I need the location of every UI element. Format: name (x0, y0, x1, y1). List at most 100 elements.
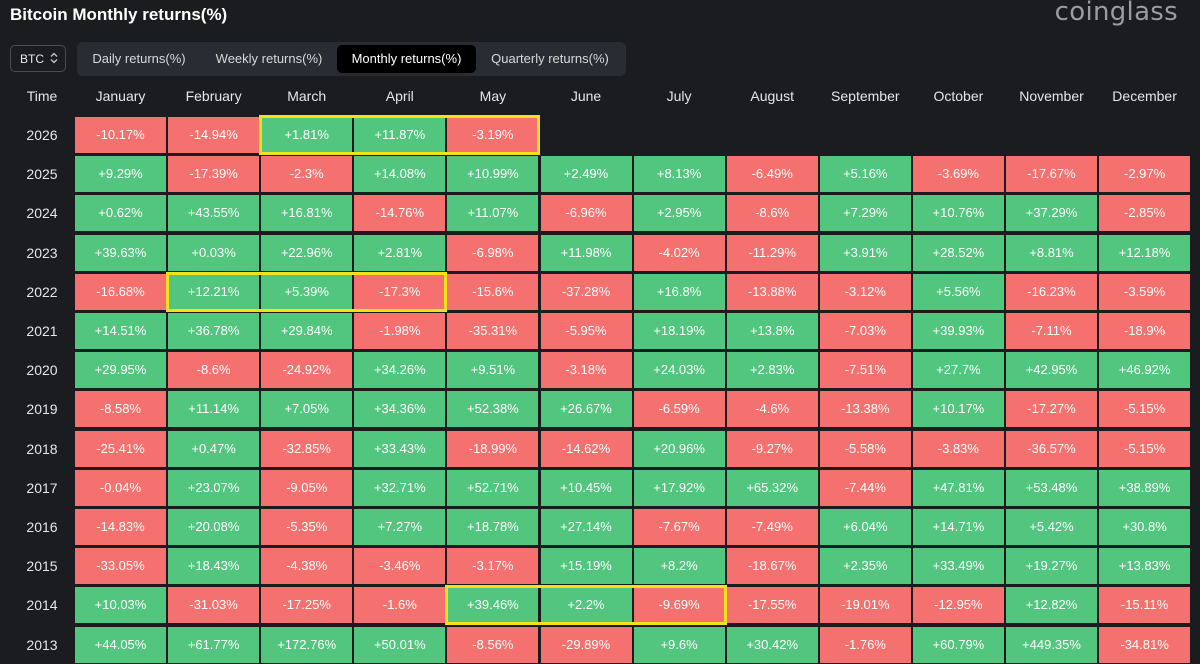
return-cell: +449.35% (1006, 626, 1097, 663)
return-cell: +6.04% (819, 509, 911, 545)
return-cell: +2.95% (633, 195, 725, 232)
return-cell: -37.28% (540, 273, 632, 310)
column-header-july: July (666, 88, 692, 104)
return-cell: -7.11% (1006, 313, 1097, 349)
return-cell: -9.05% (261, 469, 353, 506)
return-cell: +10.03% (75, 587, 166, 624)
return-cell: -2.85% (1099, 195, 1191, 232)
return-cell: +0.03% (168, 234, 260, 271)
return-cell: -3.59% (1099, 273, 1191, 310)
return-cell: -1.76% (819, 626, 911, 663)
column-header-february: February (185, 88, 242, 104)
return-cell: -9.27% (726, 430, 818, 467)
column-header-june: June (570, 88, 602, 104)
return-cell: +16.81% (261, 195, 353, 232)
return-cell: -34.81% (1099, 626, 1191, 663)
return-cell: -7.67% (633, 509, 725, 545)
return-cell: +5.42% (1006, 509, 1097, 545)
return-cell: +172.76% (261, 626, 353, 663)
tab-monthly-returns[interactable]: Monthly returns(%) (337, 45, 476, 73)
return-cell: +28.52% (912, 234, 1004, 271)
return-cell: +34.26% (354, 352, 446, 389)
row-year-label: 2024 (26, 205, 58, 222)
return-cell: +44.05% (75, 626, 166, 663)
page-title: Bitcoin Monthly returns(%) (10, 5, 228, 24)
return-cell: -31.03% (168, 587, 260, 624)
return-cell: -10.17% (75, 117, 166, 153)
return-cell: -13.38% (819, 391, 911, 428)
return-cell: +18.19% (633, 313, 725, 349)
return-cell: -14.76% (354, 195, 446, 232)
return-cell: +65.32% (726, 469, 818, 506)
return-cell: +14.51% (75, 313, 166, 349)
return-cell: -12.95% (912, 587, 1004, 624)
return-cell: +14.71% (912, 509, 1004, 545)
return-cell: +47.81% (912, 469, 1004, 506)
return-cell: -4.6% (726, 391, 818, 428)
row-year-label: 2020 (26, 362, 58, 379)
return-cell: +27.7% (912, 352, 1004, 389)
return-cell: +46.92% (1099, 352, 1191, 389)
return-cell: +16.8% (633, 273, 725, 310)
return-cell: -5.35% (261, 509, 353, 545)
return-cell: -24.92% (261, 352, 353, 389)
return-cell: -4.38% (261, 548, 353, 585)
return-cell: -16.23% (1006, 273, 1097, 310)
return-cell: -3.83% (912, 430, 1004, 467)
column-header-may: May (479, 88, 507, 104)
return-cell: +53.48% (1006, 469, 1097, 506)
return-cell: -15.11% (1099, 587, 1191, 624)
return-cell: +5.16% (819, 156, 911, 193)
return-cell: +17.92% (633, 469, 725, 506)
return-cell: -11.29% (726, 234, 818, 271)
row-year-label: 2026 (26, 127, 58, 143)
return-cell: +2.2% (540, 587, 632, 624)
return-cell: -8.6% (726, 195, 818, 232)
return-cell: +7.05% (261, 391, 353, 428)
return-cell: +18.78% (447, 509, 539, 545)
return-cell: +52.71% (447, 469, 539, 506)
tab-quarterly-returns[interactable]: Quarterly returns(%) (491, 51, 609, 66)
return-cell: +10.76% (912, 195, 1004, 232)
return-cell: -32.85% (261, 430, 353, 467)
return-cell: +27.14% (540, 509, 632, 545)
return-cell: +18.43% (168, 548, 260, 585)
return-cell: -6.96% (540, 195, 632, 232)
row-year-label: 2017 (26, 479, 58, 496)
return-cell: -9.69% (633, 587, 725, 624)
asset-select-value: BTC (20, 51, 44, 66)
return-cell: +37.29% (1006, 195, 1097, 232)
return-cell: -17.27% (1006, 391, 1097, 428)
return-cell: -1.98% (354, 313, 446, 349)
return-cell: -3.46% (354, 548, 446, 585)
return-cell: -33.05% (75, 548, 166, 585)
return-cell: +2.35% (819, 548, 911, 585)
return-cell: +30.42% (726, 626, 818, 663)
return-cell: -7.44% (819, 469, 911, 506)
return-cell: +8.2% (633, 548, 725, 585)
return-cell: +29.95% (75, 352, 166, 389)
return-cell: +10.17% (912, 391, 1004, 428)
chevron-updown-icon (50, 52, 58, 66)
return-cell: +61.77% (168, 626, 260, 663)
row-year-label: 2021 (26, 323, 58, 339)
return-cell: +52.38% (447, 391, 539, 428)
return-cell: -6.98% (447, 234, 539, 271)
tab-daily-returns[interactable]: Daily returns(%) (92, 51, 186, 66)
asset-select[interactable]: BTC (10, 45, 66, 72)
return-cell: -8.6% (168, 352, 260, 389)
return-cell: -1.6% (354, 587, 446, 624)
tab-weekly-returns[interactable]: Weekly returns(%) (215, 51, 323, 66)
return-cell: +2.49% (540, 156, 632, 193)
return-cell: +50.01% (354, 626, 446, 663)
return-cell: +7.29% (819, 195, 911, 232)
return-cell: -6.59% (633, 391, 725, 428)
return-cell: -3.69% (912, 156, 1004, 193)
row-year-label: 2013 (26, 636, 58, 653)
return-cell: -18.99% (447, 430, 539, 467)
return-cell: -3.17% (447, 548, 539, 585)
return-cell: +11.87% (354, 117, 446, 153)
return-cell: -5.95% (540, 313, 632, 349)
return-cell: -14.62% (540, 430, 632, 467)
return-cell: -17.39% (168, 156, 260, 193)
